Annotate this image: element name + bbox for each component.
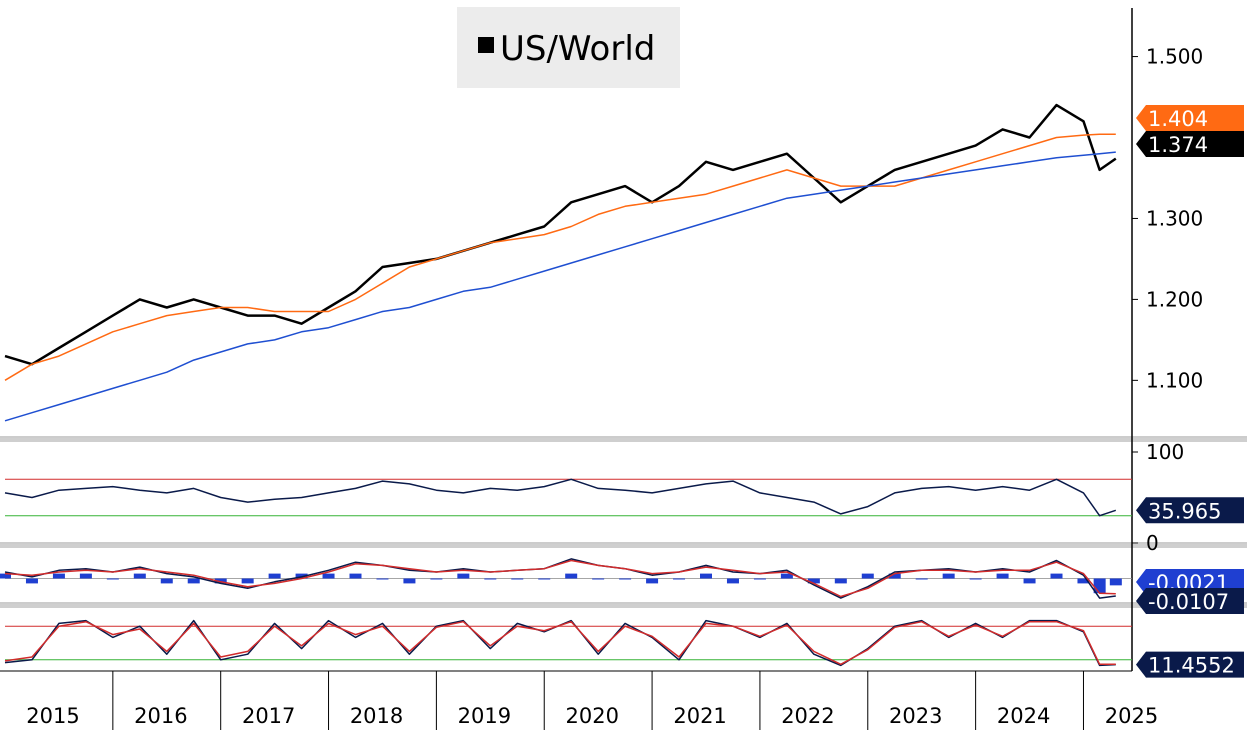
macd-histogram-bar — [619, 578, 632, 580]
rsi-last-value-badge — [1136, 497, 1244, 524]
macd-histogram-bar — [0, 573, 11, 579]
price-last-value-label: 1.374 — [1148, 133, 1208, 157]
year-label-2019: 2019 — [458, 704, 511, 728]
macd-histogram-bar — [214, 578, 227, 584]
macd-series-0 — [4, 558, 1116, 599]
legend-label: US/World — [500, 29, 655, 69]
macd-histogram-bar — [996, 573, 1009, 579]
macd-histogram-bar — [646, 578, 659, 584]
price-last-value-tag: 1.374 — [1136, 131, 1244, 157]
price-last-value-label: 1.404 — [1148, 107, 1208, 131]
macd-histogram-bar — [376, 578, 389, 580]
macd-histogram-bar — [52, 573, 65, 579]
macd-histogram-bar — [25, 578, 38, 584]
separator-rsi-macd — [0, 544, 1247, 548]
macd-histogram-bar — [511, 578, 524, 580]
macd-histogram-bar — [79, 573, 92, 579]
year-label-2025: 2025 — [1105, 704, 1158, 728]
year-label-2020: 2020 — [566, 704, 619, 728]
macd-histogram-bar — [1050, 573, 1063, 579]
macd-histogram-bar — [241, 578, 254, 584]
separator-macd-stoch — [0, 604, 1247, 608]
price-series-1 — [4, 133, 1116, 381]
macd-histogram-bar — [268, 573, 281, 579]
macd-histogram-bar — [322, 573, 335, 579]
stochastic-series-1 — [4, 620, 1116, 666]
price-ytick-label: 1.200 — [1146, 287, 1203, 311]
price-ytick-label: 1.100 — [1146, 368, 1203, 392]
macd-last-value-tag: -0.0107 — [1136, 588, 1244, 614]
macd-histogram-bar — [430, 578, 443, 580]
price-last-value-badge — [1136, 105, 1244, 131]
year-label-2017: 2017 — [242, 704, 295, 728]
macd-histogram-bar — [969, 578, 982, 580]
macd-histogram-bar — [753, 578, 766, 580]
macd-histogram-bar — [834, 578, 847, 584]
macd-last-value-label: -0.0107 — [1148, 590, 1229, 614]
macd-histogram-bar — [592, 578, 605, 580]
macd-histogram-bar — [780, 573, 793, 579]
macd-histogram-bar — [942, 573, 955, 579]
macd-histogram-bar — [726, 578, 739, 584]
macd-histogram-bar — [915, 578, 928, 580]
year-label-2024: 2024 — [997, 704, 1050, 728]
macd-histogram-bar — [403, 578, 416, 584]
price-last-value-tag: 1.404 — [1136, 105, 1244, 131]
separator-price-rsi — [0, 438, 1247, 442]
macd-series-1 — [4, 559, 1116, 598]
year-label-2023: 2023 — [889, 704, 942, 728]
rsi-last-value-tag: 35.965 — [1136, 497, 1244, 524]
macd-histogram-bar — [1109, 578, 1122, 586]
macd-histogram-bar — [295, 573, 308, 579]
price-ytick-label: 1.300 — [1146, 206, 1203, 230]
stochastic-last-value-label: 11.4552 — [1148, 654, 1235, 678]
macd-histogram-bar — [565, 573, 578, 579]
macd-histogram-bar — [349, 573, 362, 579]
macd-histogram-bar — [700, 573, 713, 579]
year-label-2021: 2021 — [673, 704, 726, 728]
legend: US/World — [457, 7, 680, 88]
macd-histogram-bar — [888, 573, 901, 579]
macd-histogram-bar — [457, 573, 470, 579]
stochastic-series-0 — [4, 619, 1116, 667]
macd-histogram-bar — [861, 573, 874, 579]
macd-histogram-bar — [1023, 578, 1036, 584]
macd-histogram-bar — [538, 578, 551, 580]
macd-histogram-bar — [187, 578, 200, 584]
stochastic-last-value-tag: 11.4552 — [1136, 651, 1244, 678]
rsi-series-0 — [4, 478, 1117, 517]
year-label-2016: 2016 — [134, 704, 187, 728]
macd-histogram-bar — [160, 578, 173, 584]
year-label-2015: 2015 — [26, 704, 79, 728]
price-ytick-label: 1.500 — [1146, 45, 1203, 69]
legend-swatch — [478, 37, 494, 53]
legend-box — [457, 7, 680, 88]
price-series-0 — [4, 103, 1117, 366]
macd-histogram-bar — [1077, 578, 1090, 584]
price-last-value-badge — [1136, 131, 1244, 157]
macd-histogram-bar — [106, 578, 119, 580]
price-series-2 — [4, 151, 1116, 422]
macd-histogram-bar — [133, 573, 146, 579]
rsi-last-value-label: 35.965 — [1148, 499, 1221, 523]
macd-histogram-bar — [484, 578, 497, 580]
macd-histogram-bar — [673, 578, 686, 580]
macd-last-value-badge — [1136, 588, 1244, 614]
rsi-ytick-label: 0 — [1146, 531, 1159, 555]
year-label-2018: 2018 — [350, 704, 403, 728]
macd-histogram-bar — [807, 578, 820, 584]
rsi-ytick-label: 100 — [1146, 440, 1184, 464]
stochastic-last-value-badge — [1136, 651, 1244, 678]
year-label-2022: 2022 — [781, 704, 834, 728]
